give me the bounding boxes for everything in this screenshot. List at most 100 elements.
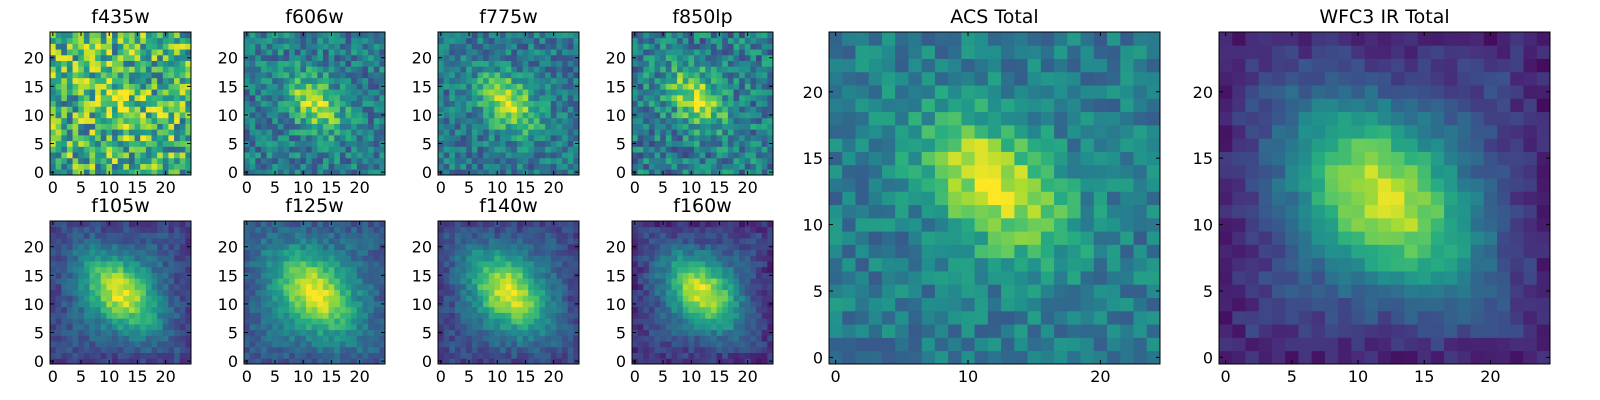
heatmap-cell (356, 289, 363, 296)
heatmap-cell (306, 261, 313, 268)
heatmap-cell (767, 89, 774, 96)
heatmap-cell (511, 129, 518, 136)
heatmap-cell (356, 301, 363, 308)
heatmap-cell (100, 238, 107, 245)
heatmap-cell (72, 278, 79, 285)
heatmap-cell (100, 129, 107, 136)
y-tick-label: 5 (616, 135, 626, 154)
heatmap-cell (112, 117, 119, 124)
heatmap-cell (694, 278, 701, 285)
heatmap-cell (112, 123, 119, 130)
heatmap-cell (443, 72, 450, 79)
heatmap-cell (443, 301, 450, 308)
heatmap-cell (311, 301, 318, 308)
heatmap-cell (722, 169, 729, 176)
heatmap-cell (727, 83, 734, 90)
heatmap-cell (665, 295, 672, 302)
heatmap-cell (654, 112, 661, 119)
heatmap-cell (500, 306, 507, 313)
heatmap-cell (660, 60, 667, 67)
heatmap-cell (356, 261, 363, 268)
heatmap-cell (449, 329, 456, 336)
heatmap-cell (157, 295, 164, 302)
heatmap-cell (55, 163, 62, 170)
heatmap-cell (351, 134, 358, 142)
heatmap-cell (306, 66, 313, 73)
heatmap-cell (311, 335, 318, 342)
heatmap-cell (179, 32, 186, 39)
heatmap-cell (277, 100, 284, 107)
heatmap-cell (516, 283, 523, 291)
heatmap-cell (556, 289, 563, 296)
heatmap-cell (454, 106, 461, 113)
heatmap-cell (351, 106, 358, 113)
heatmap-cell (665, 278, 672, 285)
heatmap-cell (289, 272, 296, 279)
heatmap-cell (511, 37, 518, 44)
heatmap-cell (179, 318, 186, 325)
heatmap-cell (151, 112, 158, 119)
heatmap-cell (460, 295, 467, 302)
heatmap-cell (654, 123, 661, 130)
heatmap-cell (379, 157, 386, 164)
heatmap-cell (83, 169, 90, 176)
heatmap-cell (157, 54, 164, 61)
heatmap-cell (55, 60, 62, 67)
heatmap-cell (322, 123, 329, 130)
heatmap-cell (494, 306, 501, 313)
heatmap-cell (106, 272, 113, 279)
heatmap-cell (55, 146, 62, 153)
heatmap-cell (272, 77, 279, 84)
heatmap-cell (117, 295, 124, 302)
heatmap-cell (174, 49, 181, 56)
heatmap-cell (573, 152, 580, 159)
heatmap-cell (89, 129, 96, 136)
heatmap-cell (317, 272, 324, 279)
heatmap-cell (123, 238, 130, 245)
heatmap-cell (368, 295, 375, 302)
heatmap-cell (345, 123, 352, 130)
heatmap-cell (562, 346, 569, 353)
heatmap-cell (744, 278, 751, 285)
heatmap-cell (272, 49, 279, 56)
heatmap-cell (134, 255, 141, 262)
heatmap-cell (528, 323, 535, 331)
heatmap-cell (128, 77, 135, 84)
heatmap-cell (505, 83, 512, 90)
heatmap-cell (550, 295, 557, 302)
heatmap-cell (174, 318, 181, 325)
heatmap-cell (511, 49, 518, 56)
heatmap-cell (671, 112, 678, 119)
heatmap-cell (368, 117, 375, 124)
heatmap-cell (249, 89, 256, 96)
heatmap-cell (244, 346, 251, 353)
heatmap-cell (500, 146, 507, 153)
heatmap-cell (123, 306, 130, 313)
heatmap-cell (460, 89, 467, 96)
heatmap-cell (460, 112, 467, 119)
heatmap-cell (562, 312, 569, 319)
heatmap-cell (637, 100, 644, 107)
heatmap-cell (648, 283, 655, 291)
heatmap-cell (78, 152, 85, 159)
heatmap-cell (50, 94, 57, 102)
heatmap-cell (134, 352, 141, 359)
heatmap-cell (317, 255, 324, 262)
heatmap-cell (306, 323, 313, 331)
heatmap-cell (373, 249, 380, 256)
heatmap-cell (334, 358, 341, 365)
heatmap-cell (471, 295, 478, 302)
heatmap-cell (351, 123, 358, 130)
heatmap-cell (443, 283, 450, 291)
heatmap-cell (516, 295, 523, 302)
heatmap-cell (483, 261, 490, 268)
heatmap-cell (562, 157, 569, 164)
heatmap-cell (362, 255, 369, 262)
heatmap-cell (573, 89, 580, 96)
heatmap-cell (567, 358, 574, 365)
heatmap-cell (249, 146, 256, 153)
heatmap-cell (454, 352, 461, 359)
heatmap-cell (545, 335, 552, 342)
heatmap-cell (78, 77, 85, 84)
heatmap-cell (306, 77, 313, 84)
